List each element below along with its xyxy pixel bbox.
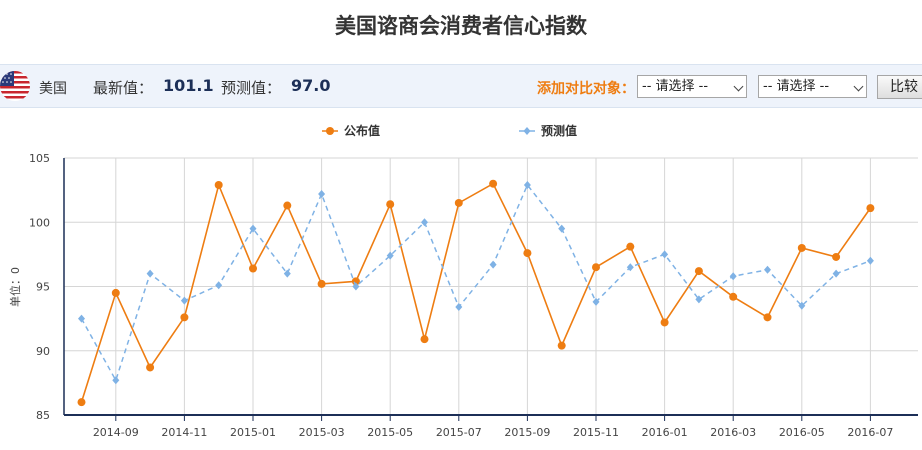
y-tick-label: 85 <box>36 409 50 422</box>
data-point <box>489 179 498 188</box>
data-point <box>695 295 703 304</box>
x-tick-label: 2016-01 <box>642 426 688 439</box>
chart-series <box>77 179 875 407</box>
y-axis-ticks: 85 90 95 100 105 <box>29 152 50 422</box>
data-point <box>146 269 154 278</box>
y-tick-label: 95 <box>36 281 50 294</box>
x-tick-label: 2015-01 <box>230 426 276 439</box>
data-point <box>318 189 326 198</box>
data-point <box>592 263 600 272</box>
x-tick-label: 2015-11 <box>573 426 619 439</box>
x-tick-label: 2014-11 <box>161 426 207 439</box>
forecast-value-label: 预测值： <box>221 79 282 97</box>
x-tick-label: 2016-07 <box>847 426 893 439</box>
data-point <box>523 180 531 189</box>
chart-axes <box>63 158 918 421</box>
data-point <box>249 264 257 273</box>
data-point <box>832 252 841 261</box>
data-point <box>283 201 292 210</box>
legend-label: 公布值 <box>344 123 380 138</box>
y-tick-label: 90 <box>36 345 50 358</box>
data-point <box>249 224 257 233</box>
x-tick-label: 2015-07 <box>436 426 482 439</box>
comparison-select-2[interactable]: -- 请选择 -- <box>758 75 867 98</box>
latest-value-label: 最新值： <box>93 79 154 97</box>
data-point <box>112 376 120 385</box>
data-point <box>866 204 875 213</box>
data-point <box>866 256 874 265</box>
y-tick-label: 105 <box>29 152 50 165</box>
series-line-0 <box>80 182 872 403</box>
data-point <box>797 243 806 252</box>
x-tick-label: 2016-03 <box>710 426 756 439</box>
page-title: 美国谘商会消费者信心指数 <box>335 14 587 38</box>
data-point <box>798 301 806 310</box>
data-point <box>386 200 395 209</box>
compare-button[interactable]: 比较 <box>877 75 922 99</box>
us-flag-icon <box>0 71 30 101</box>
forecast-value: 97.0 <box>291 76 331 95</box>
data-point <box>77 398 86 407</box>
x-tick-label: 2015-05 <box>367 426 413 439</box>
x-axis-ticks: 2014-09 2014-11 2015-01 2015-03 2015-05 2015-… <box>93 426 894 439</box>
data-point <box>729 292 738 301</box>
data-point <box>180 296 188 305</box>
data-point <box>386 251 394 260</box>
x-tick-label: 2015-03 <box>299 426 345 439</box>
data-point <box>592 297 600 306</box>
legend-marker <box>523 127 531 135</box>
data-point <box>626 242 635 251</box>
x-tick-label: 2016-05 <box>779 426 825 439</box>
data-point <box>351 277 360 286</box>
comparison-select-1[interactable]: -- 请选择 -- <box>637 75 747 98</box>
series-line-1 <box>80 183 871 383</box>
data-point <box>180 313 189 322</box>
data-point <box>352 282 360 291</box>
data-point <box>661 250 669 259</box>
x-tick-label: 2014-09 <box>93 426 139 439</box>
data-point <box>558 224 566 233</box>
legend-marker <box>326 127 334 135</box>
data-point <box>764 265 771 274</box>
comparison-select-1-value: -- 请选择 -- <box>642 79 709 94</box>
data-point <box>729 272 737 281</box>
data-point <box>111 288 120 297</box>
x-tick-label: 2015-09 <box>504 426 550 439</box>
data-point <box>832 269 840 278</box>
data-point <box>455 303 463 312</box>
chart-legend: 公布值 预测值 <box>322 123 577 138</box>
data-point <box>283 269 291 278</box>
data-point <box>489 260 497 269</box>
latest-value: 101.1 <box>163 76 214 95</box>
legend-label: 预测值 <box>541 123 577 138</box>
data-point <box>694 267 703 276</box>
y-tick-label: 100 <box>29 216 50 229</box>
data-point <box>215 281 223 290</box>
data-point <box>626 263 634 272</box>
data-point <box>78 314 85 323</box>
data-point <box>763 313 772 322</box>
y-axis-label: 单位：0 <box>8 267 22 307</box>
comparison-select-2-value: -- 请选择 -- <box>763 79 830 94</box>
data-point <box>421 218 428 227</box>
add-comparison-label: 添加对比对象： <box>537 81 635 97</box>
country-name: 美国 <box>39 81 67 97</box>
data-point <box>420 335 429 344</box>
data-point <box>523 249 532 258</box>
data-point <box>146 363 155 372</box>
data-point <box>557 341 566 350</box>
data-point <box>214 180 223 189</box>
data-point <box>660 318 669 327</box>
data-point <box>317 279 326 288</box>
comparison-toolbar: 美国 最新值： 101.1 预测值： 97.0 添加对比对象： -- 请选择 -… <box>0 64 922 108</box>
data-point <box>454 198 463 207</box>
